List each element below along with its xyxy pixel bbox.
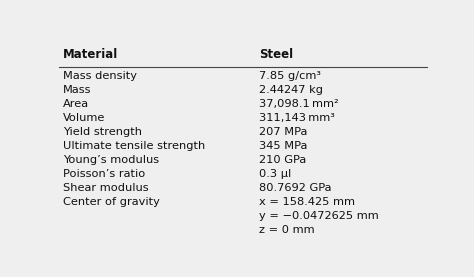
Text: 207 MPa: 207 MPa (259, 127, 308, 137)
Text: Shear modulus: Shear modulus (63, 183, 148, 193)
Text: Steel: Steel (259, 48, 293, 61)
Text: z = 0 mm: z = 0 mm (259, 225, 315, 235)
Text: Mass density: Mass density (63, 71, 137, 81)
Text: Area: Area (63, 99, 89, 109)
Text: y = −0.0472625 mm: y = −0.0472625 mm (259, 211, 379, 221)
Text: x = 158.425 mm: x = 158.425 mm (259, 197, 356, 207)
Text: Mass: Mass (63, 85, 91, 95)
Text: Yield strength: Yield strength (63, 127, 142, 137)
Text: 2.44247 kg: 2.44247 kg (259, 85, 323, 95)
Text: Poisson’s ratio: Poisson’s ratio (63, 169, 145, 179)
Text: 80.7692 GPa: 80.7692 GPa (259, 183, 332, 193)
Text: 210 GPa: 210 GPa (259, 155, 307, 165)
Text: Ultimate tensile strength: Ultimate tensile strength (63, 141, 205, 151)
Text: Center of gravity: Center of gravity (63, 197, 160, 207)
Text: 37,098.1 mm²: 37,098.1 mm² (259, 99, 339, 109)
Text: Volume: Volume (63, 113, 105, 123)
Text: 7.85 g/cm³: 7.85 g/cm³ (259, 71, 321, 81)
Text: Material: Material (63, 48, 118, 61)
Text: 0.3 μl: 0.3 μl (259, 169, 292, 179)
Text: 345 MPa: 345 MPa (259, 141, 308, 151)
Text: 311,143 mm³: 311,143 mm³ (259, 113, 335, 123)
Text: Young’s modulus: Young’s modulus (63, 155, 159, 165)
